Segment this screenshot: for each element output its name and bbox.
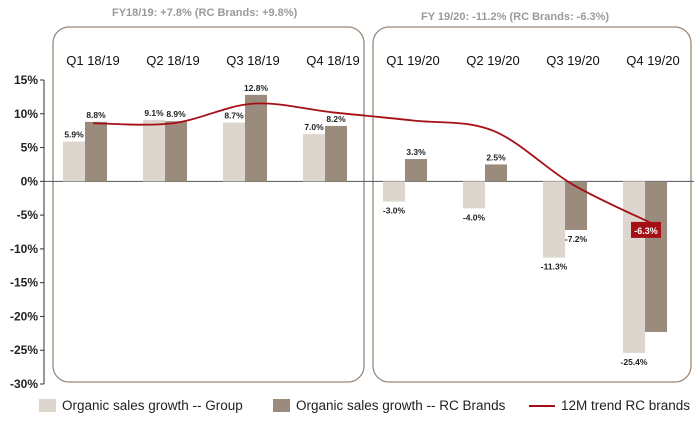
period-box-fy1819 (52, 26, 365, 383)
legend-swatch-rc-brands (273, 399, 290, 412)
bar-group (383, 181, 405, 202)
bar-group (143, 119, 165, 182)
y-tick-label: -10% (10, 242, 38, 256)
period-label-fy1819: FY18/19: +7.8% (RC Brands: +9.8%) (112, 7, 298, 19)
bar-rc-brands (165, 121, 187, 182)
highlight-label-trend: -6.3% (634, 226, 658, 236)
category-label: Q4 19/20 (626, 53, 680, 68)
data-label-rc-brands: -7.2% (565, 234, 588, 244)
category-label: Q4 18/19 (306, 53, 360, 68)
data-label-group: -11.3% (541, 262, 568, 272)
bar-rc-brands (565, 181, 587, 230)
y-tick-label: 10% (14, 107, 38, 121)
category-label: Q1 18/19 (66, 53, 120, 68)
bar-group (223, 122, 245, 182)
data-label-group: 5.9% (64, 129, 84, 139)
y-tick-label: 15% (14, 73, 38, 87)
bar-group (303, 134, 325, 182)
category-label: Q2 19/20 (466, 53, 520, 68)
category-label: Q3 19/20 (546, 53, 600, 68)
bar-rc-brands (325, 125, 347, 182)
legend-item-group: Organic sales growth -- Group (39, 398, 243, 413)
data-label-group: -3.0% (383, 206, 406, 216)
legend: Organic sales growth -- Group Organic sa… (0, 398, 700, 418)
bar-rc-brands (645, 181, 667, 332)
bar-rc-brands (405, 159, 427, 182)
legend-label-rc-brands: Organic sales growth -- RC Brands (296, 398, 506, 413)
y-tick-label: 5% (21, 141, 39, 155)
bar-group (463, 181, 485, 209)
highlight-label-box (631, 221, 661, 238)
data-label-group: 7.0% (304, 122, 324, 132)
data-label-rc-brands: 3.3% (406, 147, 426, 157)
legend-swatch-trend (529, 404, 555, 407)
data-label-rc-brands: 8.8% (86, 110, 106, 120)
legend-item-trend: 12M trend RC brands (529, 398, 690, 413)
y-tick-label: -25% (10, 343, 38, 357)
data-label-rc-brands: 8.2% (326, 114, 346, 124)
y-tick-label: 0% (21, 174, 39, 188)
category-label: Q1 19/20 (386, 53, 440, 68)
y-tick-label: -30% (10, 377, 38, 391)
bar-rc-brands (485, 164, 507, 182)
legend-item-rc-brands: Organic sales growth -- RC Brands (273, 398, 505, 413)
legend-swatch-group (39, 399, 56, 412)
data-label-rc-brands: 12.8% (244, 83, 269, 93)
data-label-rc-brands: 2.5% (486, 152, 506, 162)
y-tick-label: -5% (17, 208, 39, 222)
data-label-group: 9.1% (144, 108, 164, 118)
bar-rc-brands (85, 121, 107, 182)
data-label-group: -4.0% (463, 212, 486, 222)
y-tick-label: -15% (10, 276, 38, 290)
bar-group (63, 141, 85, 182)
legend-label-group: Organic sales growth -- Group (62, 398, 243, 413)
period-box-fy1920 (372, 26, 692, 383)
category-label: Q3 18/19 (226, 53, 280, 68)
category-label: Q2 18/19 (146, 53, 200, 68)
data-label-rc-brands: 8.9% (166, 109, 186, 119)
data-label-group: 8.7% (224, 111, 244, 121)
y-tick-label: -20% (10, 309, 38, 323)
bar-rc-brands (245, 94, 267, 182)
legend-label-trend: 12M trend RC brands (561, 398, 691, 413)
period-label-fy1920: FY 19/20: -11.2% (RC Brands: -6.3%) (421, 11, 610, 23)
data-label-group: -25.4% (621, 357, 648, 367)
trend-line (92, 102, 654, 225)
bar-group (543, 181, 565, 258)
bar-group (623, 181, 645, 353)
